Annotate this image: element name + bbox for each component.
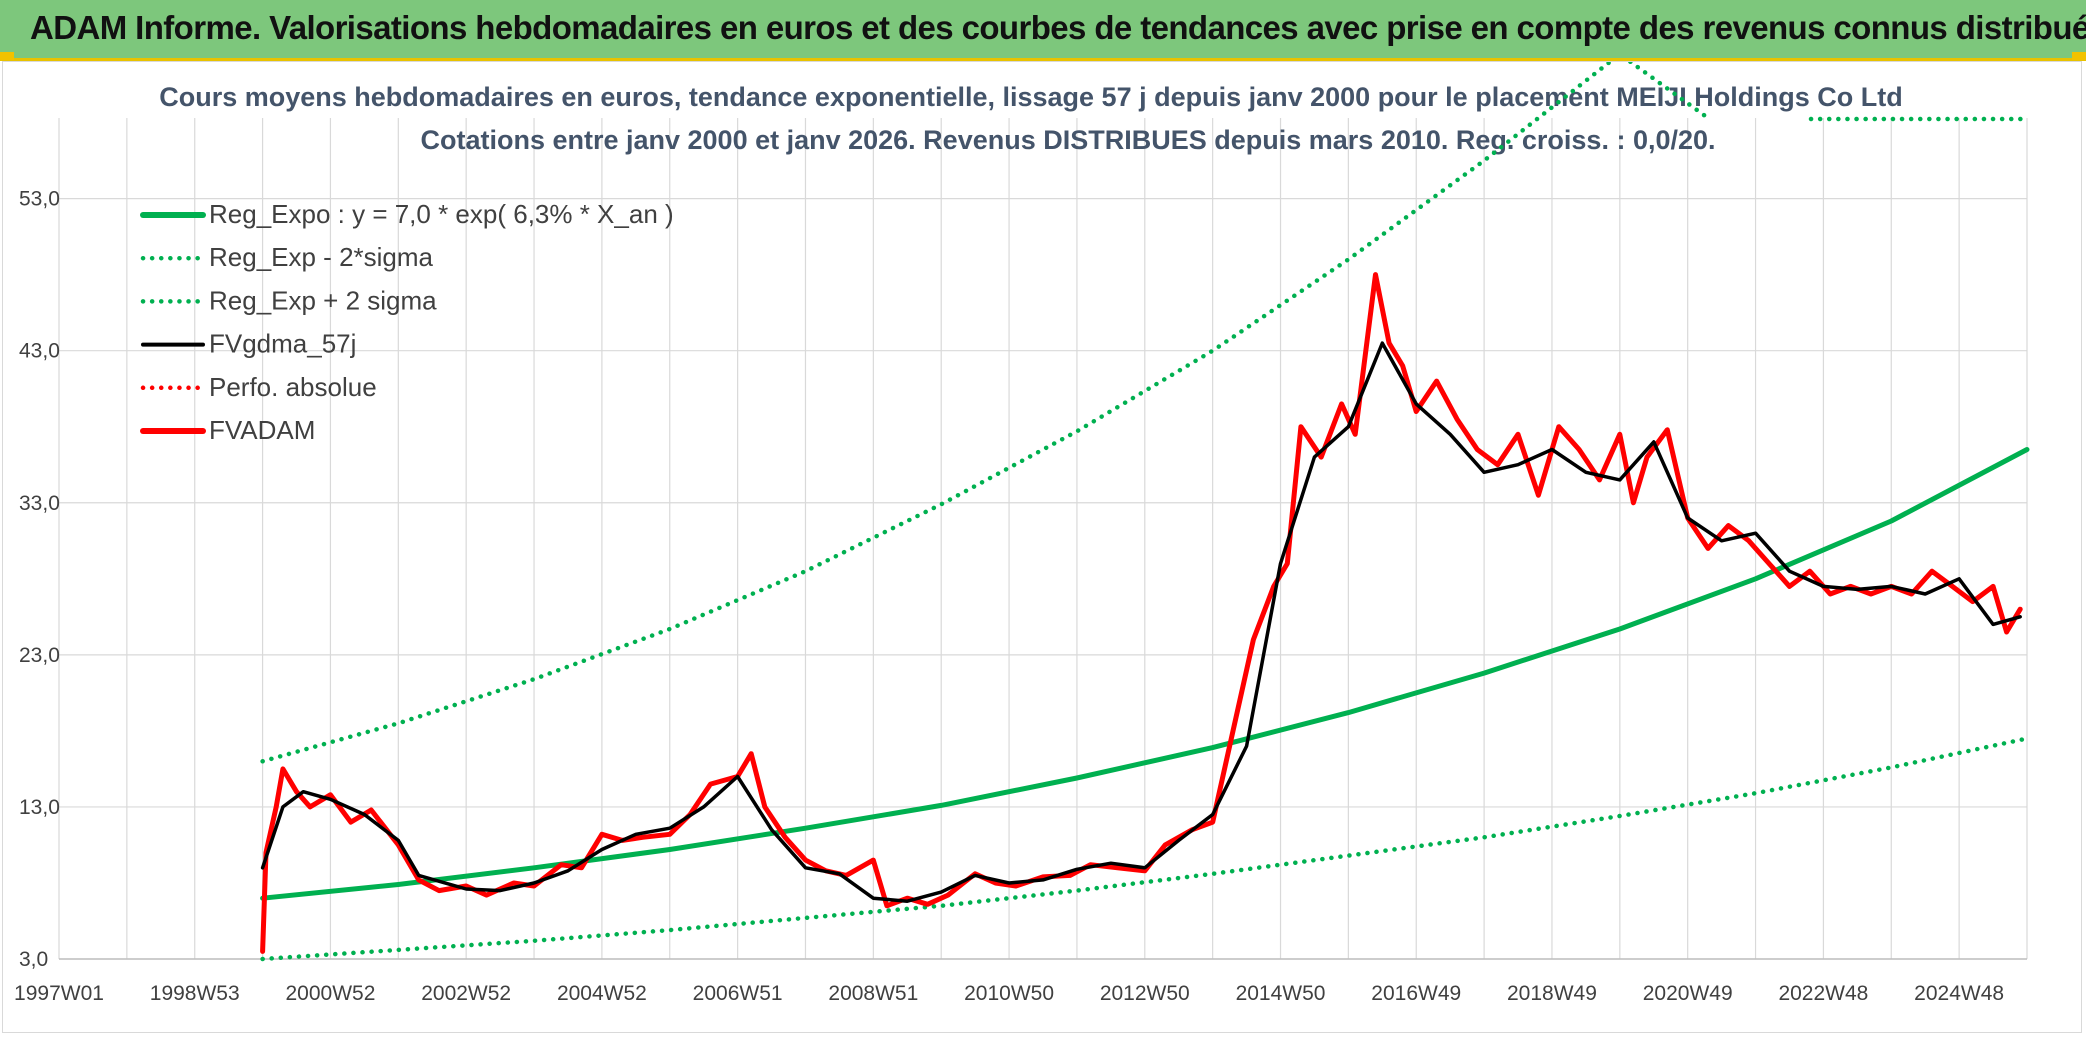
corner-mark-right — [2072, 52, 2086, 60]
chart-svg: Cours moyens hebdomadaires en euros, ten… — [14, 62, 2030, 1005]
header-bar: ADAM Informe. Valorisations hebdomadaire… — [0, 0, 2086, 61]
y-tick-label: 23,0 — [19, 644, 60, 667]
x-tick-label: 2022W48 — [1778, 982, 1868, 1005]
y-tick-label: 13,0 — [19, 796, 60, 819]
legend-label: FVgdma_57j — [209, 329, 356, 359]
legend: Reg_Expo : y = 7,0 * exp( 6,3% * X_an ) R… — [140, 199, 674, 445]
x-tick-label: 2018W49 — [1507, 982, 1597, 1005]
x-tick-label: 2024W48 — [1914, 982, 2004, 1005]
series-line-fvadam — [260, 272, 2023, 954]
x-tick-label: 2016W49 — [1371, 982, 1461, 1005]
x-tick-label: 1997W01 — [14, 982, 104, 1005]
series-layer — [260, 62, 2030, 962]
x-tick-label: 2004W52 — [557, 982, 647, 1005]
legend-label: Reg_Exp + 2 sigma — [209, 285, 437, 315]
x-axis: 1997W01 1998W53 2000W52 2002W52 2004W52 2006W… — [14, 982, 2004, 1005]
y-tick-label: 33,0 — [19, 492, 60, 515]
y-tick-label: 43,0 — [19, 340, 60, 363]
x-tick-label: 2020W49 — [1643, 982, 1733, 1005]
series-line-reg-exp-2-sigma — [260, 62, 1711, 764]
series-line-fvgdma-57j — [260, 341, 2022, 903]
series-line-reg-expo-y-7-0-exp-6-3-x-an — [260, 447, 2030, 901]
grid-layer — [58, 118, 2028, 960]
report-title: ADAM Informe. Valorisations hebdomadaire… — [30, 9, 2086, 46]
legend-label: Reg_Exp - 2*sigma — [209, 242, 434, 272]
y-axis: 53,0 43,0 33,0 23,0 13,0 3,0 — [19, 188, 60, 971]
chart-subtitle-line1: Cours moyens hebdomadaires en euros, ten… — [159, 82, 1902, 112]
legend-label: FVADAM — [209, 415, 315, 445]
x-tick-label: 2002W52 — [421, 982, 511, 1005]
x-tick-label: 2006W51 — [693, 982, 783, 1005]
legend-label: Reg_Expo : y = 7,0 * exp( 6,3% * X_an ) — [209, 199, 674, 229]
y-tick-label: 3,0 — [19, 948, 48, 971]
chart-subtitle-line2: Cotations entre janv 2000 et janv 2026. … — [420, 125, 1715, 155]
y-tick-label: 53,0 — [19, 188, 60, 211]
x-tick-label: 1998W53 — [150, 982, 240, 1005]
x-tick-label: 2008W51 — [828, 982, 918, 1005]
x-tick-label: 2010W50 — [964, 982, 1054, 1005]
chart-area: Cours moyens hebdomadaires en euros, ten… — [2, 61, 2082, 1033]
x-tick-label: 2012W50 — [1100, 982, 1190, 1005]
x-tick-label: 2014W50 — [1236, 982, 1326, 1005]
legend-label: Perfo. absolue — [209, 372, 377, 402]
x-tick-label: 2000W52 — [285, 982, 375, 1005]
corner-mark-left — [0, 52, 14, 60]
